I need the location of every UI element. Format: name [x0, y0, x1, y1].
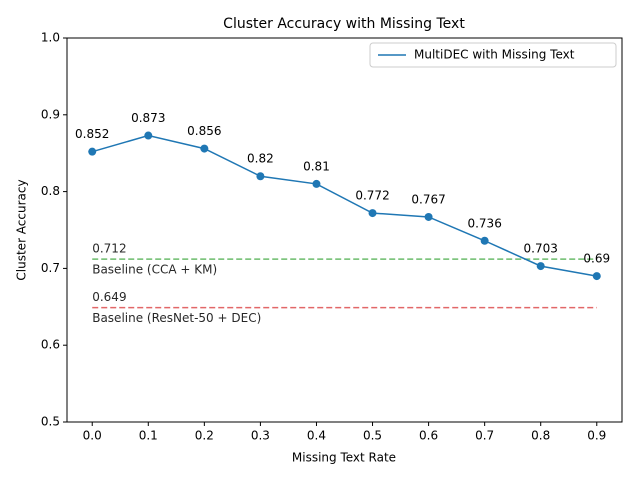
data-point	[88, 147, 97, 156]
data-point	[592, 272, 601, 281]
x-axis-label: Missing Text Rate	[292, 451, 396, 465]
x-tick-label: 0.5	[363, 429, 382, 443]
data-point	[424, 212, 433, 221]
data-point	[200, 144, 209, 153]
x-tick-label: 0.7	[475, 429, 494, 443]
data-point	[144, 131, 153, 140]
x-tick-label: 0.8	[531, 429, 550, 443]
x-tick-label: 0.0	[83, 429, 102, 443]
data-label: 0.703	[524, 242, 558, 256]
data-label: 0.856	[187, 124, 221, 138]
data-point	[368, 209, 377, 218]
y-tick-label: 0.8	[41, 184, 60, 198]
legend-box	[369, 42, 617, 68]
baseline-label: Baseline (ResNet-50 + DEC)	[92, 311, 261, 325]
x-tick-label: 0.6	[419, 429, 438, 443]
data-label: 0.82	[247, 152, 274, 166]
y-axis-label: Cluster Accuracy	[15, 179, 29, 280]
baseline-label: Baseline (CCA + KM)	[92, 263, 217, 277]
chart-title: Cluster Accuracy with Missing Text	[223, 16, 465, 32]
data-label: 0.852	[75, 127, 109, 141]
data-label: 0.736	[467, 216, 501, 230]
data-point	[480, 236, 489, 245]
y-tick-label: 0.5	[41, 415, 60, 429]
data-point	[256, 172, 265, 181]
data-point	[536, 262, 545, 271]
series-line	[92, 134, 597, 277]
x-tick-label: 0.3	[251, 429, 270, 443]
legend-label: MultiDEC with Missing Text	[414, 48, 575, 62]
y-tick-label: 1.0	[41, 31, 60, 45]
y-tick-label: 0.6	[41, 338, 60, 352]
y-tick-label: 0.7	[41, 261, 60, 275]
x-tick-label: 0.2	[195, 429, 214, 443]
data-label: 0.69	[583, 252, 610, 266]
y-tick-label: 0.9	[41, 107, 60, 121]
data-label: 0.767	[411, 192, 445, 206]
baseline-value-label: 0.649	[92, 290, 126, 304]
data-label: 0.81	[303, 159, 330, 173]
x-tick-label: 0.4	[307, 429, 326, 443]
data-label: 0.772	[355, 189, 389, 203]
baseline-value-label: 0.712	[92, 242, 126, 256]
data-point	[312, 179, 321, 188]
data-label: 0.873	[131, 111, 165, 125]
x-tick-label: 0.9	[587, 429, 606, 443]
plot-frame	[66, 37, 623, 423]
x-tick-label: 0.1	[139, 429, 158, 443]
